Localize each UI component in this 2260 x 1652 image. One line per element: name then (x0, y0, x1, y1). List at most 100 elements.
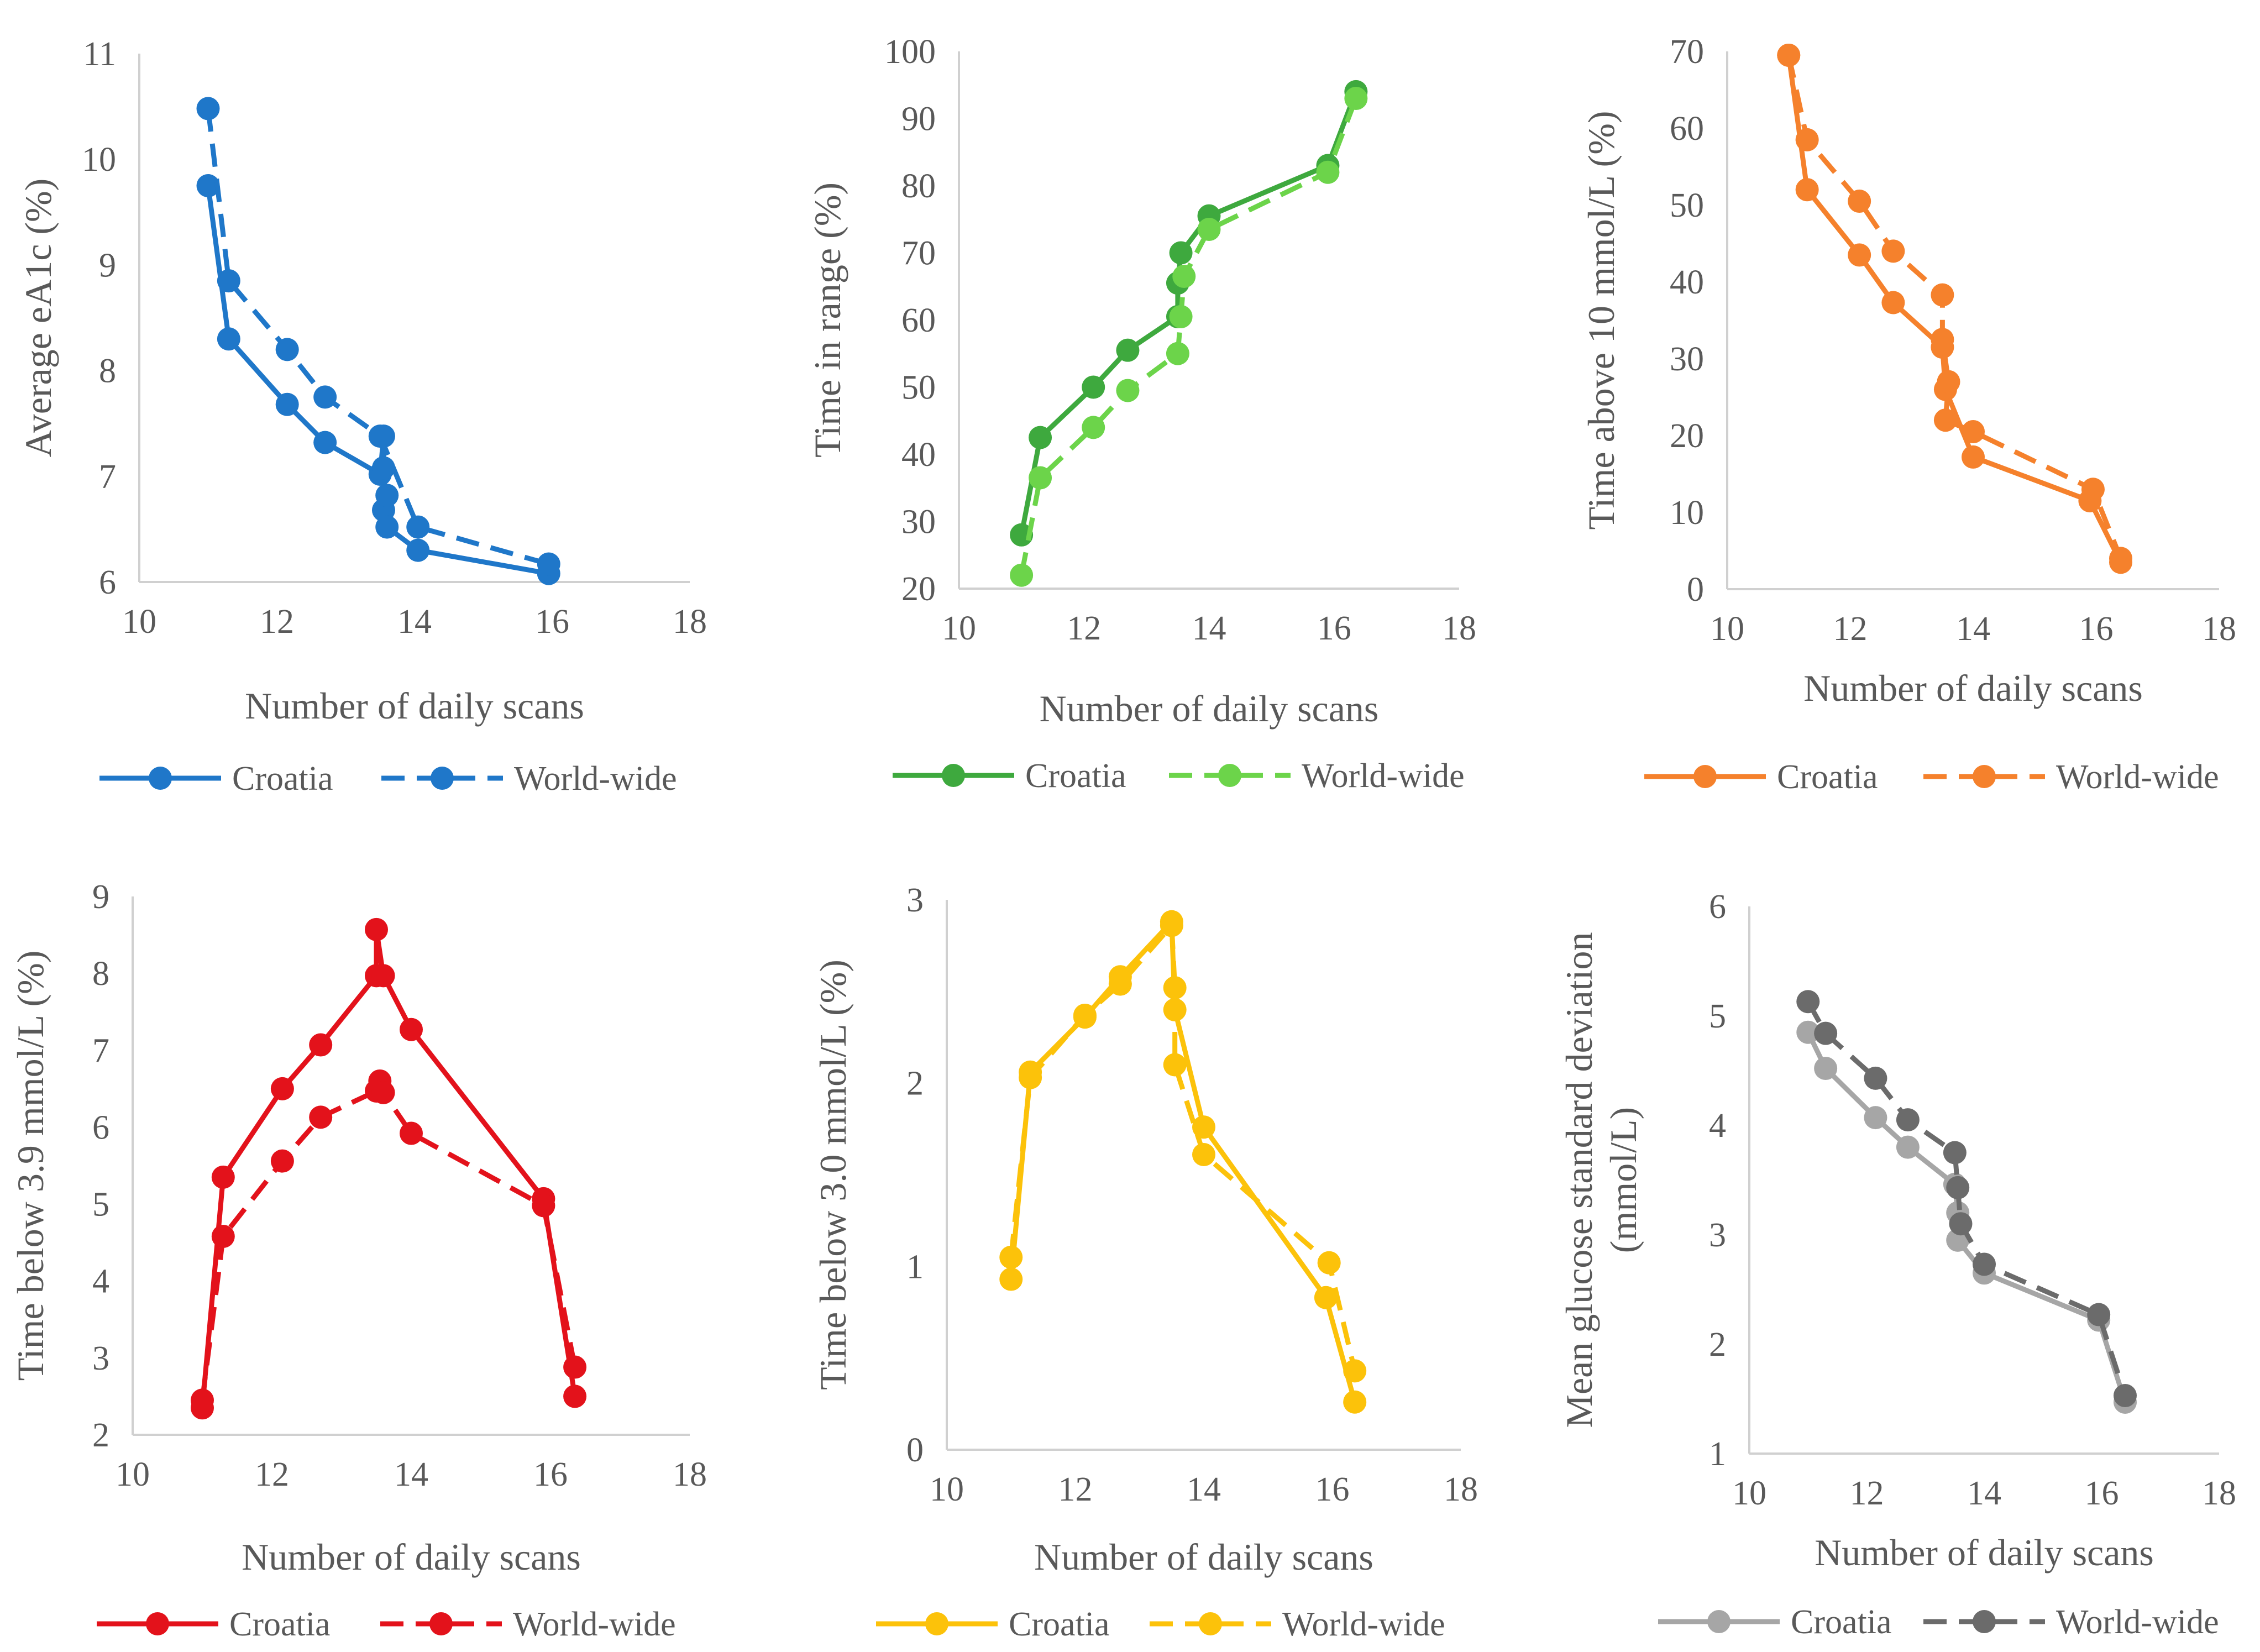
x-tick-label: 10 (122, 603, 156, 641)
x-tick-label: 16 (533, 1456, 568, 1493)
data-point-croatia (313, 431, 337, 454)
data-point-croatia (1864, 1106, 1887, 1130)
data-point-world-wide (1166, 342, 1189, 365)
legend-label-croatia: Croatia (1777, 758, 1878, 796)
legend-marker-croatia (1707, 1610, 1731, 1633)
y-tick-label: 8 (99, 353, 116, 390)
data-point-croatia (270, 1077, 294, 1100)
data-point-world-wide (270, 1149, 294, 1173)
data-point-croatia (1169, 241, 1193, 265)
x-tick-label: 12 (1058, 1471, 1093, 1508)
data-point-world-wide (406, 515, 430, 539)
y-tick-label: 40 (1670, 264, 1704, 301)
y-tick-label: 2 (1709, 1326, 1726, 1363)
legend-label-croatia: Croatia (1791, 1603, 1892, 1641)
data-point-world-wide (999, 1245, 1023, 1269)
y-axis-label: Time in range (%) (806, 182, 848, 458)
legend-marker-world-wide (1973, 1610, 1996, 1633)
data-point-world-wide (313, 385, 337, 409)
data-point-world-wide (1192, 1143, 1215, 1167)
data-point-croatia (1796, 1020, 1820, 1044)
data-point-world-wide (563, 1355, 587, 1379)
legend-marker-world-wide (1199, 1612, 1222, 1635)
data-point-world-wide (1172, 265, 1196, 289)
x-tick-label: 10 (930, 1471, 964, 1508)
data-point-world-wide (1163, 1053, 1187, 1077)
series-line-world-wide (200, 1078, 578, 1401)
data-point-croatia (365, 917, 388, 941)
data-point-croatia (375, 515, 399, 539)
y-tick-label: 1 (1709, 1435, 1726, 1473)
x-tick-label: 14 (1956, 610, 1990, 648)
y-tick-label: 9 (99, 247, 116, 284)
data-point-world-wide (1795, 128, 1819, 151)
data-point-croatia (1795, 178, 1819, 202)
legend: Croatia World-wide (1658, 1603, 2219, 1641)
data-point-world-wide (1010, 563, 1034, 587)
data-point-world-wide (368, 424, 392, 448)
chart-panel-2: 20 30 40 50 60 70 80 90 100 10 12 14 16 18 Number of d… (806, 33, 1476, 795)
y-tick-label: 3 (92, 1340, 109, 1377)
x-tick-label: 12 (1067, 610, 1101, 647)
data-point-croatia (1896, 1135, 1920, 1159)
data-point-world-wide (1933, 408, 1957, 432)
legend-label-world-wide: World-wide (513, 1606, 676, 1643)
x-axis-label: Number of daily scans (1803, 667, 2143, 709)
data-point-world-wide (1962, 420, 1985, 444)
data-point-world-wide (191, 1388, 214, 1412)
x-tick-label: 18 (2202, 610, 2236, 648)
data-point-world-wide (1343, 1359, 1367, 1383)
y-tick-label: 100 (884, 33, 936, 71)
y-axis-label: Time above 10 mmol/L (%) (1580, 111, 1622, 530)
data-point-world-wide (532, 1194, 555, 1218)
data-point-croatia (1192, 1115, 1215, 1139)
data-point-world-wide (309, 1105, 333, 1129)
x-tick-label: 14 (1192, 610, 1226, 647)
x-axis-label: Number of daily scans (245, 685, 584, 727)
legend-marker-world-wide (1973, 765, 1996, 788)
data-point-world-wide (1946, 1176, 1970, 1199)
y-axis-label: Average eA1c (%) (17, 179, 59, 458)
data-point-croatia (1881, 291, 1905, 314)
data-point-world-wide (211, 1225, 235, 1249)
x-tick-label: 16 (2085, 1475, 2119, 1512)
data-point-croatia (217, 327, 240, 351)
legend-label-world-wide: World-wide (514, 760, 677, 798)
data-point-world-wide (371, 1081, 395, 1104)
data-point-croatia (309, 1033, 333, 1057)
data-point-world-wide (2081, 478, 2105, 501)
series-line-croatia (1786, 55, 2123, 564)
y-tick-label: 20 (1670, 417, 1704, 455)
legend: Croatia World-wide (893, 757, 1465, 795)
legend-marker-world-wide (1218, 764, 1241, 787)
data-point-world-wide (1881, 239, 1905, 263)
data-point-world-wide (1973, 1252, 1996, 1276)
legend-marker-croatia (146, 1612, 169, 1635)
x-tick-label: 10 (942, 610, 976, 647)
data-point-world-wide (1777, 43, 1801, 67)
legend-label-croatia: Croatia (229, 1606, 331, 1643)
y-tick-label: 20 (901, 570, 936, 608)
legend-label-croatia: Croatia (1009, 1606, 1110, 1643)
y-tick-label: 70 (901, 235, 936, 272)
x-tick-label: 18 (2202, 1475, 2236, 1512)
y-tick-label: 70 (1670, 33, 1704, 71)
y-tick-label: 5 (92, 1186, 109, 1224)
y-tick-label: 50 (1670, 187, 1704, 224)
y-tick-label: 80 (901, 167, 936, 205)
y-tick-label: 30 (1670, 340, 1704, 378)
data-point-croatia (999, 1267, 1023, 1291)
data-point-world-wide (537, 552, 560, 576)
x-tick-label: 14 (1967, 1475, 2001, 1512)
chart-panel-1: 6 7 8 9 10 11 10 12 14 16 18 Number of daily scans A… (17, 35, 707, 798)
x-axis-label: Number of daily scans (1815, 1532, 2154, 1574)
data-point-croatia (196, 174, 220, 197)
data-point-world-wide (1160, 914, 1183, 937)
x-tick-label: 12 (1850, 1475, 1884, 1512)
x-tick-label: 10 (1732, 1475, 1766, 1512)
series-line-croatia (200, 927, 578, 1408)
y-tick-label: 8 (92, 955, 109, 993)
x-tick-label: 10 (1710, 610, 1744, 648)
